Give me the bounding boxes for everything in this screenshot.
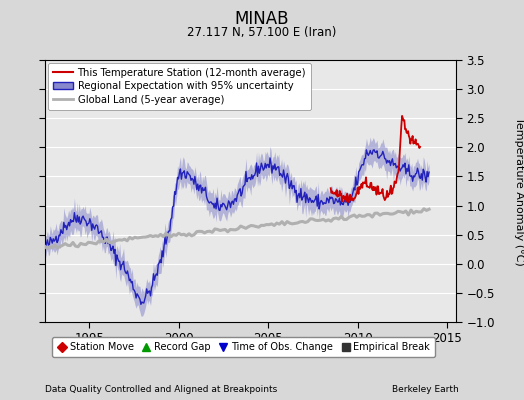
Legend: This Temperature Station (12-month average), Regional Expectation with 95% uncer: This Temperature Station (12-month avera…: [48, 63, 311, 110]
Y-axis label: Temperature Anomaly (°C): Temperature Anomaly (°C): [514, 117, 524, 265]
Text: MINAB: MINAB: [235, 10, 289, 28]
Text: Berkeley Earth: Berkeley Earth: [392, 385, 458, 394]
Legend: Station Move, Record Gap, Time of Obs. Change, Empirical Break: Station Move, Record Gap, Time of Obs. C…: [52, 338, 435, 357]
Text: Data Quality Controlled and Aligned at Breakpoints: Data Quality Controlled and Aligned at B…: [45, 385, 277, 394]
Text: 27.117 N, 57.100 E (Iran): 27.117 N, 57.100 E (Iran): [187, 26, 337, 39]
